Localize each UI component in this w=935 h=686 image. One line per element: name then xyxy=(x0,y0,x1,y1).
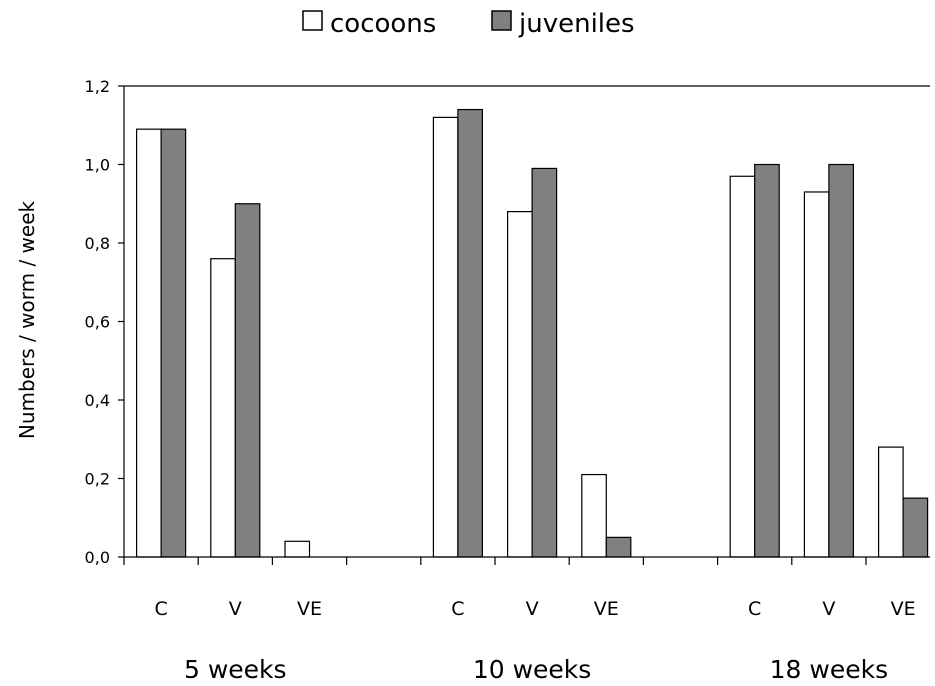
group-label: 5 weeks xyxy=(184,655,287,684)
plot-area: C V VE C V VE C V VE 0,0 0,2 0,4 0,6 0,8 1,0 1,2 5 weeks… xyxy=(85,77,930,684)
bar-cocoons-4 xyxy=(432,116,459,558)
bar-juveniles-7 xyxy=(754,163,780,558)
y-tick-label: 0,2 xyxy=(85,470,110,489)
x-tick-label: V xyxy=(526,598,539,620)
x-tick-label: C xyxy=(154,598,167,620)
bar-cocoons-6 xyxy=(581,473,607,558)
bar-juveniles-1 xyxy=(160,128,187,558)
bar-juveniles-5 xyxy=(531,167,558,558)
y-tick-label: 0,4 xyxy=(85,391,110,410)
bar-cocoons-2 xyxy=(210,258,236,558)
y-tick-label: 0,0 xyxy=(85,548,110,567)
x-tick-label: V xyxy=(229,598,242,620)
bar-juveniles-6 xyxy=(605,536,632,558)
legend-label-cocoons: cocoons xyxy=(330,9,436,39)
x-tick-label: VE xyxy=(891,598,916,620)
legend: cocoons juveniles xyxy=(302,9,635,39)
y-tick-label: 1,2 xyxy=(85,77,110,96)
y-tick-label: 0,8 xyxy=(85,234,110,253)
bar-cocoons-5 xyxy=(507,211,533,558)
legend-swatch-cocoons xyxy=(302,10,323,31)
bar-juveniles-8 xyxy=(828,163,855,558)
y-tick-label: 0,6 xyxy=(85,313,110,332)
bar-cocoons-3 xyxy=(284,540,311,558)
bar-cocoons-1 xyxy=(136,128,162,558)
bar-juveniles-4 xyxy=(457,108,483,558)
x-tick-label: C xyxy=(451,598,464,620)
x-tick-label: VE xyxy=(594,598,619,620)
bar-cocoons-9 xyxy=(877,446,904,558)
bar-juveniles-9 xyxy=(902,497,929,558)
x-tick-label: C xyxy=(748,598,761,620)
group-label: 10 weeks xyxy=(473,655,591,684)
bar-cocoons-8 xyxy=(803,191,830,558)
bar-cocoons-7 xyxy=(729,175,756,558)
x-tick-label: V xyxy=(822,598,835,620)
legend-swatch-juveniles xyxy=(491,10,512,31)
y-tick-label: 1,0 xyxy=(85,156,110,175)
x-tick-label: VE xyxy=(297,598,322,620)
y-axis-label: Numbers / worm / week xyxy=(15,201,39,440)
bar-juveniles-2 xyxy=(234,203,261,558)
group-label: 18 weeks xyxy=(770,655,888,684)
legend-label-juveniles: juveniles xyxy=(518,9,635,39)
